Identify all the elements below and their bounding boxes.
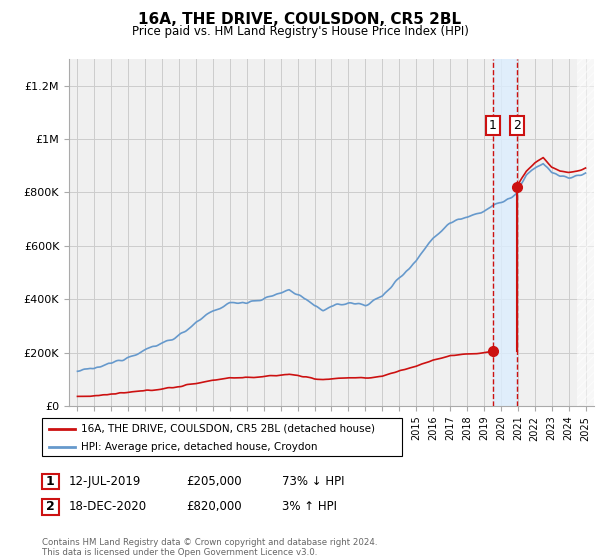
Text: £205,000: £205,000: [186, 475, 242, 488]
Text: Contains HM Land Registry data © Crown copyright and database right 2024.
This d: Contains HM Land Registry data © Crown c…: [42, 538, 377, 557]
Text: 18-DEC-2020: 18-DEC-2020: [69, 500, 147, 514]
Bar: [493, 59, 517, 406]
Text: 2: 2: [513, 119, 521, 132]
Text: 12-JUL-2019: 12-JUL-2019: [69, 475, 142, 488]
Text: 2: 2: [46, 500, 55, 514]
Bar: [577, 59, 594, 406]
Text: 16A, THE DRIVE, COULSDON, CR5 2BL (detached house): 16A, THE DRIVE, COULSDON, CR5 2BL (detac…: [81, 424, 375, 434]
Text: Price paid vs. HM Land Registry's House Price Index (HPI): Price paid vs. HM Land Registry's House …: [131, 25, 469, 38]
Text: 73% ↓ HPI: 73% ↓ HPI: [282, 475, 344, 488]
Text: 1: 1: [46, 475, 55, 488]
Text: HPI: Average price, detached house, Croydon: HPI: Average price, detached house, Croy…: [81, 442, 317, 452]
Text: 16A, THE DRIVE, COULSDON, CR5 2BL: 16A, THE DRIVE, COULSDON, CR5 2BL: [139, 12, 461, 27]
Text: 1: 1: [489, 119, 497, 132]
Text: 3% ↑ HPI: 3% ↑ HPI: [282, 500, 337, 514]
Text: £820,000: £820,000: [186, 500, 242, 514]
